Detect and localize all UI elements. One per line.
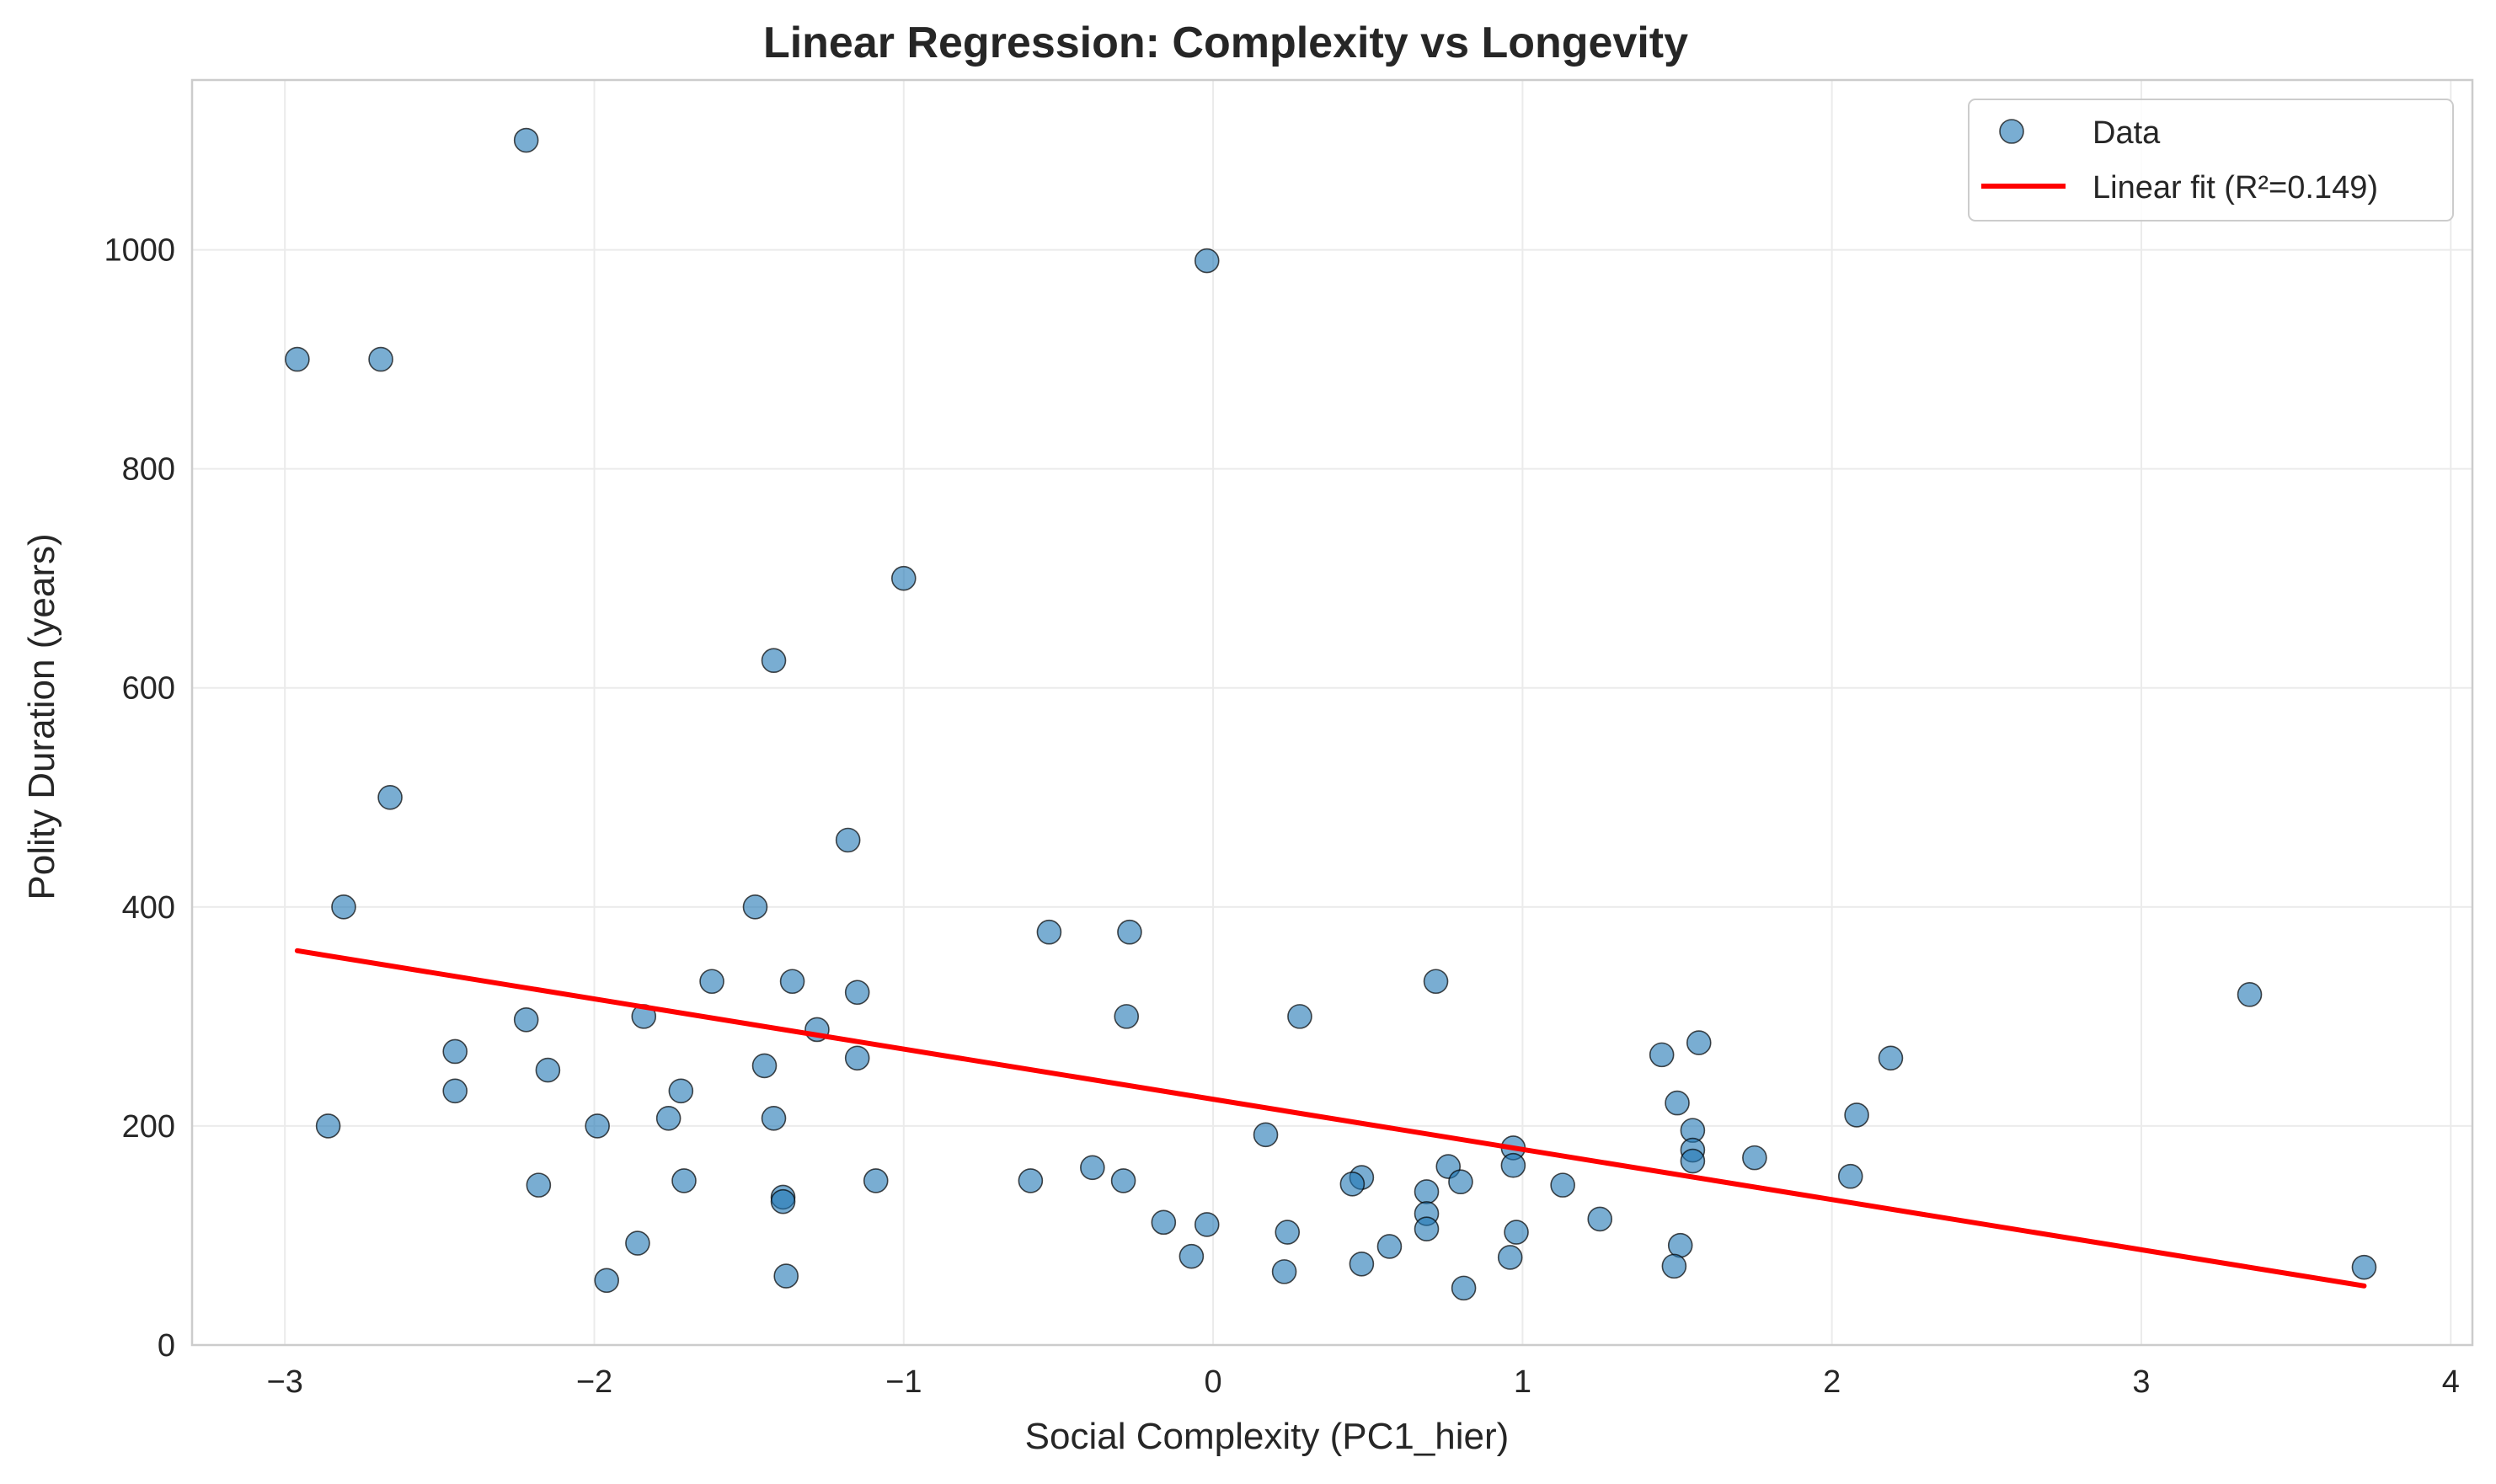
data-point bbox=[1036, 919, 1062, 945]
data-point bbox=[331, 894, 356, 920]
data-point bbox=[1500, 1152, 1526, 1178]
data-point bbox=[1414, 1179, 1440, 1204]
data-point bbox=[671, 1168, 697, 1193]
data-point bbox=[1114, 1004, 1140, 1029]
data-point bbox=[1680, 1148, 1706, 1174]
data-point bbox=[2351, 1254, 2377, 1280]
data-point bbox=[585, 1113, 610, 1139]
fit-line-layer bbox=[294, 948, 2367, 1289]
x-tick-label: −1 bbox=[885, 1364, 922, 1400]
data-point bbox=[442, 1078, 468, 1104]
legend-box bbox=[1968, 99, 2454, 222]
data-points bbox=[285, 127, 2377, 1301]
data-point bbox=[761, 648, 787, 674]
regression-line bbox=[294, 948, 2367, 1289]
data-point bbox=[1649, 1042, 1675, 1068]
data-point bbox=[1253, 1122, 1279, 1148]
y-tick-label: 1000 bbox=[104, 233, 175, 269]
y-tick-label: 800 bbox=[122, 452, 175, 488]
x-tick-label: 1 bbox=[1514, 1364, 1531, 1400]
data-point bbox=[1151, 1209, 1177, 1236]
data-point bbox=[770, 1188, 796, 1214]
data-point bbox=[1349, 1251, 1375, 1277]
data-point bbox=[779, 969, 805, 995]
y-tick-label: 400 bbox=[122, 890, 175, 926]
data-point bbox=[668, 1078, 694, 1104]
data-point bbox=[1451, 1275, 1477, 1301]
legend: Data Linear fit (R²=0.149) bbox=[1968, 99, 2454, 222]
data-point bbox=[625, 1230, 650, 1256]
data-point bbox=[1271, 1259, 1297, 1284]
data-point bbox=[1414, 1216, 1440, 1241]
data-point bbox=[368, 346, 393, 372]
data-point bbox=[1423, 969, 1449, 995]
data-point bbox=[1376, 1234, 1403, 1259]
data-point bbox=[513, 127, 539, 153]
data-point bbox=[1287, 1004, 1312, 1029]
x-tick-label: −3 bbox=[267, 1364, 303, 1400]
data-point bbox=[1117, 919, 1142, 945]
data-point bbox=[655, 1106, 681, 1131]
data-point bbox=[1504, 1220, 1529, 1245]
data-point bbox=[1686, 1030, 1712, 1055]
y-axis-label: Polity Duration (years) bbox=[21, 533, 62, 899]
data-point bbox=[1667, 1232, 1693, 1258]
data-point bbox=[285, 346, 310, 372]
tick-labels: −3 −2 −1 0 1 2 3 4 0 200 400 600 800 1000 bbox=[104, 233, 2459, 1400]
x-tick-label: 0 bbox=[1205, 1364, 1222, 1400]
data-point bbox=[1878, 1045, 1904, 1071]
plot-area-frame bbox=[190, 78, 2474, 1347]
data-point bbox=[377, 784, 403, 810]
data-point bbox=[1837, 1163, 1863, 1189]
data-point bbox=[1275, 1220, 1301, 1245]
data-point bbox=[699, 969, 724, 995]
data-point bbox=[442, 1038, 468, 1065]
x-tick-label: −2 bbox=[576, 1364, 612, 1400]
x-tick-label: 4 bbox=[2442, 1364, 2460, 1400]
y-tick-label: 0 bbox=[158, 1328, 175, 1364]
data-point bbox=[2237, 982, 2263, 1007]
data-point bbox=[594, 1268, 619, 1294]
data-point bbox=[513, 1006, 539, 1033]
chart-title: Linear Regression: Complexity vs Longevi… bbox=[763, 19, 1688, 67]
data-point bbox=[1179, 1243, 1205, 1269]
x-axis-label: Social Complexity (PC1_hier) bbox=[1025, 1416, 1510, 1457]
data-point bbox=[1194, 1212, 1220, 1237]
legend-data-marker bbox=[1999, 119, 2024, 144]
data-point bbox=[315, 1113, 341, 1139]
data-point bbox=[526, 1172, 552, 1198]
legend-fit-label: Linear fit (R²=0.149) bbox=[2092, 170, 2378, 206]
data-point bbox=[844, 980, 870, 1006]
data-point bbox=[1497, 1245, 1523, 1270]
data-point bbox=[844, 1045, 870, 1071]
data-point bbox=[1448, 1169, 1473, 1195]
y-tick-label: 200 bbox=[122, 1109, 175, 1145]
data-point bbox=[535, 1057, 561, 1083]
data-point bbox=[1110, 1168, 1136, 1193]
data-point bbox=[1665, 1090, 1690, 1116]
legend-data-label: Data bbox=[2092, 115, 2161, 151]
grid-lines bbox=[192, 80, 2472, 1346]
y-tick-label: 600 bbox=[122, 671, 175, 707]
data-point bbox=[1742, 1145, 1767, 1171]
data-point bbox=[1587, 1206, 1613, 1232]
data-point bbox=[751, 1053, 778, 1079]
data-point bbox=[1194, 248, 1220, 274]
data-point bbox=[1080, 1155, 1105, 1181]
data-point bbox=[773, 1263, 799, 1289]
data-point bbox=[1339, 1172, 1366, 1197]
data-point bbox=[1018, 1168, 1044, 1193]
data-point bbox=[863, 1168, 889, 1193]
data-point bbox=[761, 1106, 787, 1131]
data-point bbox=[1661, 1253, 1687, 1279]
data-point bbox=[742, 894, 768, 920]
data-point bbox=[1844, 1102, 1869, 1128]
data-point bbox=[1550, 1172, 1575, 1198]
data-point bbox=[835, 827, 861, 853]
x-tick-label: 2 bbox=[1823, 1364, 1841, 1400]
data-point bbox=[890, 565, 917, 591]
x-tick-label: 3 bbox=[2132, 1364, 2150, 1400]
